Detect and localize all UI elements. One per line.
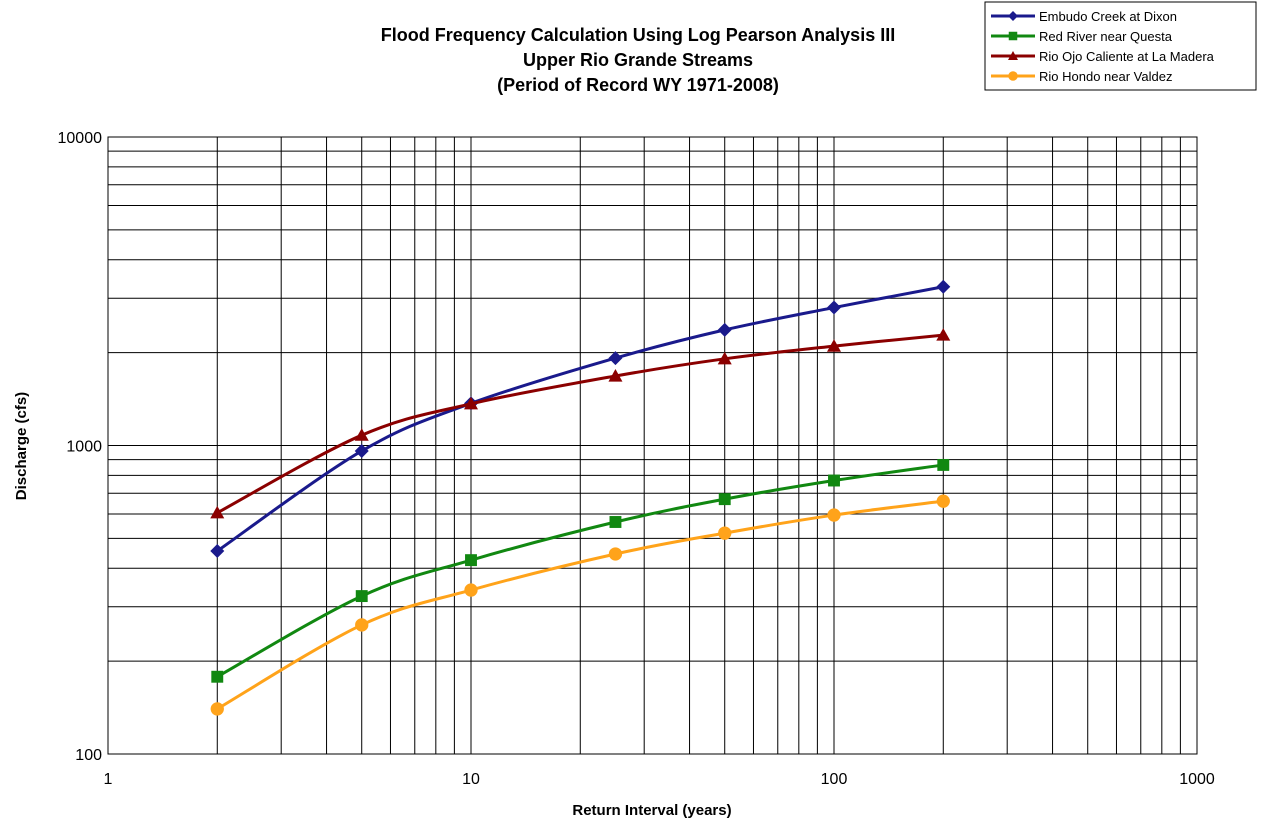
- data-point: [827, 339, 841, 352]
- x-tick-label: 1000: [1179, 771, 1215, 788]
- y-tick-label: 100: [75, 747, 102, 764]
- x-tick-label: 10: [462, 771, 480, 788]
- data-point: [464, 396, 478, 410]
- legend-marker: [1008, 71, 1018, 81]
- x-axis-label: Return Interval (years): [572, 802, 731, 819]
- data-point: [717, 351, 732, 365]
- legend-marker: [1008, 11, 1018, 21]
- data-point: [465, 554, 477, 567]
- series-1: [211, 458, 950, 683]
- chart-title-line-1: Flood Frequency Calculation Using Log Pe…: [381, 25, 895, 45]
- data-point: [718, 526, 732, 540]
- data-point: [936, 494, 950, 508]
- data-point: [210, 544, 225, 559]
- data-point: [354, 443, 369, 458]
- legend-label: Rio Ojo Caliente at La Madera: [1039, 49, 1215, 64]
- data-point: [211, 670, 224, 683]
- data-point: [354, 428, 369, 441]
- data-point: [827, 300, 841, 315]
- data-point: [717, 322, 732, 337]
- tick-labels: 1 10 100 1000 100 1000 10000: [58, 130, 1215, 788]
- data-point: [210, 702, 224, 716]
- data-point: [464, 583, 478, 597]
- legend-marker: [1008, 51, 1018, 60]
- legend-label: Red River near Questa: [1039, 29, 1173, 44]
- data-point: [827, 508, 841, 522]
- legend-marker: [1008, 31, 1018, 41]
- data-point: [608, 547, 623, 561]
- data-point: [608, 351, 623, 366]
- legend-label: Embudo Creek at Dixon: [1039, 9, 1177, 24]
- plot-area-border: [107, 136, 1198, 755]
- y-axis-label: Discharge (cfs): [13, 392, 30, 500]
- x-tick-label: 1: [104, 771, 113, 788]
- series-2: [210, 328, 951, 519]
- data-point: [828, 474, 840, 487]
- data-point: [355, 618, 369, 632]
- grid: [108, 137, 1197, 754]
- data-point: [210, 505, 225, 519]
- data-point: [936, 328, 951, 341]
- data-point: [355, 590, 368, 603]
- series-layer: [210, 279, 951, 716]
- chart-title-line-2: Upper Rio Grande Streams: [523, 50, 753, 70]
- series-0: [210, 279, 951, 559]
- chart-title-line-3: (Period of Record WY 1971-2008): [497, 75, 779, 95]
- data-point: [608, 368, 623, 382]
- data-point: [937, 458, 950, 471]
- data-point: [936, 279, 951, 294]
- series-3: [210, 494, 950, 716]
- y-tick-label: 10000: [58, 130, 103, 147]
- legend-label: Rio Hondo near Valdez: [1039, 69, 1172, 84]
- data-point: [718, 493, 731, 506]
- legend: Embudo Creek at Dixon Red River near Ques…: [984, 1, 1257, 91]
- data-point: [609, 516, 622, 528]
- y-tick-label: 1000: [66, 439, 102, 456]
- x-tick-label: 100: [821, 771, 848, 788]
